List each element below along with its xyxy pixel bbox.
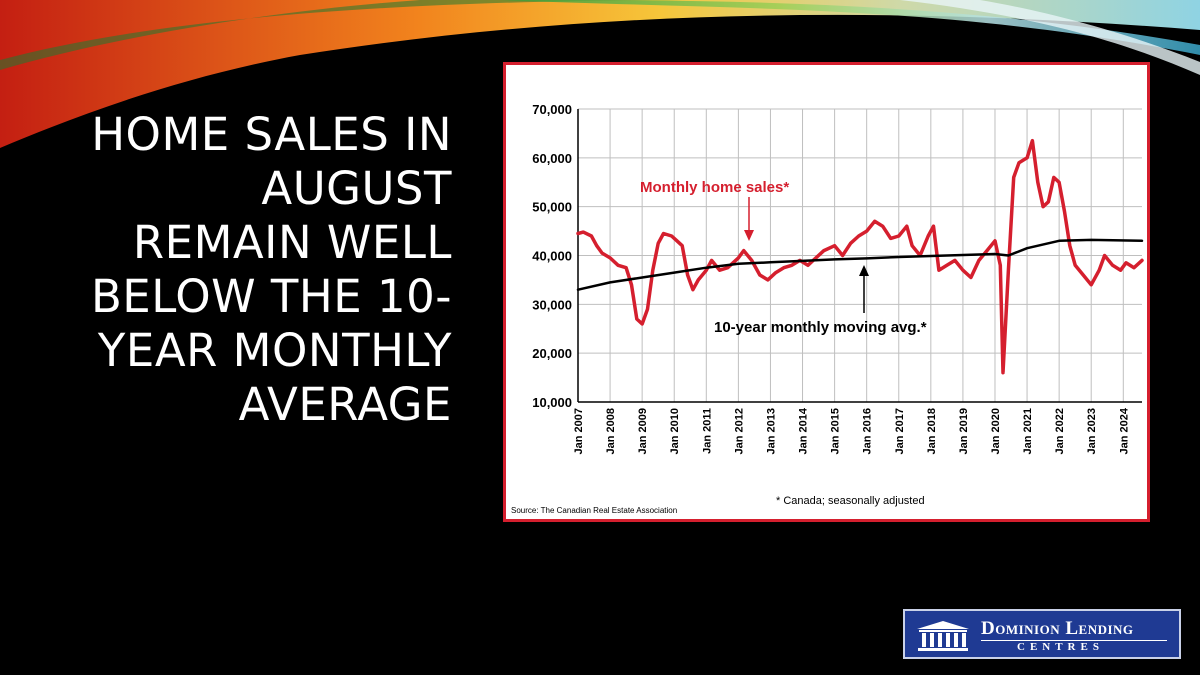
company-logo: Dominion Lending CENTRES bbox=[903, 609, 1181, 659]
title-line: AVERAGE bbox=[238, 378, 452, 431]
x-tick-label: Jan 2019 bbox=[958, 408, 970, 454]
x-tick-label: Jan 2024 bbox=[1118, 407, 1130, 454]
home-sales-line-chart: 70,000 60,000 50,000 40,000 30,000 20,000 10,0… bbox=[511, 102, 1144, 515]
title-line: YEAR MONTHLY bbox=[97, 324, 452, 377]
x-tick-label: Jan 2007 bbox=[573, 408, 585, 454]
y-tick-label: 70,000 bbox=[532, 102, 572, 117]
x-tick-label: Jan 2015 bbox=[830, 408, 842, 454]
x-tick-label: Jan 2021 bbox=[1022, 408, 1034, 454]
decorative-swoosh-banner bbox=[0, 0, 1200, 148]
x-tick-label: Jan 2008 bbox=[605, 408, 617, 454]
logo-divider bbox=[981, 640, 1167, 641]
y-tick-label: 20,000 bbox=[532, 346, 572, 361]
annotation-arrowhead-monthly bbox=[744, 230, 754, 241]
building-icon bbox=[917, 621, 969, 651]
y-tick-label: 40,000 bbox=[532, 249, 572, 264]
x-tick-label: Jan 2009 bbox=[637, 408, 649, 454]
x-tick-label: Jan 2014 bbox=[798, 407, 810, 454]
x-tick-label: Jan 2022 bbox=[1054, 408, 1066, 454]
logo-subtitle: CENTRES bbox=[1017, 641, 1104, 653]
title-line: HOME SALES IN bbox=[91, 108, 452, 161]
y-tick-label: 10,000 bbox=[532, 395, 572, 410]
x-tick-label: Jan 2018 bbox=[926, 408, 938, 454]
series-line-monthly-sales bbox=[576, 138, 1144, 375]
annotation-monthly-sales: Monthly home sales* bbox=[640, 179, 789, 196]
title-line: REMAIN WELL bbox=[132, 216, 452, 269]
x-tick-label: Jan 2020 bbox=[990, 408, 1002, 454]
x-tick-label: Jan 2016 bbox=[862, 408, 874, 454]
y-tick-label: 30,000 bbox=[532, 297, 572, 312]
title-line: AUGUST bbox=[261, 162, 452, 215]
y-tick-label: 60,000 bbox=[532, 151, 572, 166]
x-tick-label: Jan 2010 bbox=[669, 408, 681, 454]
annotation-moving-average: 10-year monthly moving avg.* bbox=[714, 319, 927, 336]
series-line-moving-average bbox=[576, 238, 1144, 291]
annotation-arrowhead-average bbox=[859, 265, 869, 276]
y-tick-label: 50,000 bbox=[532, 200, 572, 215]
logo-name: Dominion Lending bbox=[981, 618, 1134, 639]
x-tick-label: Jan 2012 bbox=[733, 408, 745, 454]
chart-frame: 70,000 60,000 50,000 40,000 30,000 20,000 10,0… bbox=[503, 62, 1150, 522]
x-tick-label: Jan 2017 bbox=[894, 408, 906, 454]
slide-title: HOME SALES IN AUGUST REMAIN WELL BELOW T… bbox=[30, 108, 452, 432]
title-line: BELOW THE 10- bbox=[90, 270, 452, 323]
x-tick-label: Jan 2011 bbox=[701, 408, 713, 454]
x-tick-label: Jan 2013 bbox=[765, 408, 777, 454]
chart-footnote: * Canada; seasonally adjusted bbox=[776, 495, 925, 507]
x-tick-label: Jan 2023 bbox=[1086, 408, 1098, 454]
chart-source: Source: The Canadian Real Estate Associa… bbox=[511, 506, 677, 515]
